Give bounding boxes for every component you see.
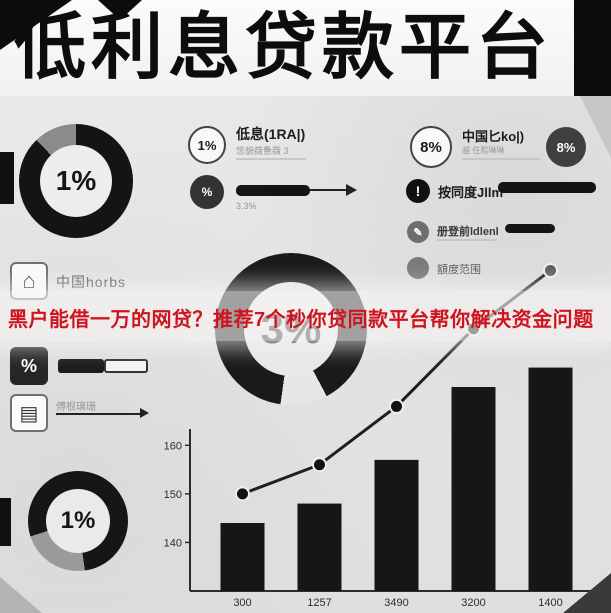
document-icon: ▤ <box>10 394 48 432</box>
x-tick-label: 3490 <box>384 597 408 609</box>
donut-bottom-left-value: 1% <box>46 489 110 553</box>
donut-chart-bottom-left: 1% <box>28 471 128 571</box>
exclamation-icon: ! <box>406 179 430 203</box>
right-list-item-2-label: 册登前ldlenl <box>437 226 499 238</box>
low-interest-badge: 1% <box>188 126 226 164</box>
line-marker <box>389 398 404 414</box>
low-interest-subtext: 恁貌薇惫薇 3 <box>236 146 289 156</box>
right-list-item-2-underline <box>437 239 497 241</box>
percent-square-badge: % <box>10 347 48 385</box>
x-tick-label: 1257 <box>307 597 331 609</box>
bar <box>374 459 419 591</box>
line-marker <box>543 262 558 278</box>
bar <box>297 503 342 591</box>
left-edge-block-upper <box>0 152 14 204</box>
x-tick-label: 1400 <box>538 597 562 609</box>
arrow-right-icon <box>346 184 357 196</box>
cn-badge-dark: 8% <box>546 127 586 167</box>
china-horbs-label: 中国horbs <box>56 274 127 290</box>
page-title: 低利息贷款平台 <box>14 8 554 88</box>
doc-arrow-icon <box>140 408 149 418</box>
line-marker <box>235 486 250 502</box>
left-edge-block-lower <box>0 498 11 546</box>
line-marker <box>312 457 327 473</box>
bar <box>528 367 573 591</box>
right-list-item-2-bar <box>505 224 555 233</box>
right-list-item-3-label: 額度范围 <box>437 264 481 276</box>
donut-chart-top-left: 1% <box>19 124 133 238</box>
y-tick-label: 150 <box>164 489 182 501</box>
slider-dark-segment <box>58 359 104 373</box>
cn-subtext: 越 任熙琳琳 <box>462 146 505 155</box>
doc-label: 傅根璃珊 <box>56 402 96 413</box>
corner-triangle-bottom-right <box>563 573 611 613</box>
right-list-item-1-bar <box>498 182 596 193</box>
low-interest-underline <box>236 158 306 160</box>
cn-label: 中国匕ko|) <box>462 129 525 144</box>
right-black-band <box>574 0 611 96</box>
headline-text: 黑户能借一万的网贷？推荐7个秒你贷同款平台帮你解决资金问题 <box>8 309 594 331</box>
title-banner: 低利息贷款平台 <box>0 0 611 96</box>
cn-underline <box>462 158 540 160</box>
doc-arrow-shaft <box>56 413 140 415</box>
x-tick-label: 300 <box>233 597 251 609</box>
arrow-shaft <box>310 189 346 191</box>
donut-top-left-value: 1% <box>40 145 112 217</box>
y-tick-label: 160 <box>164 440 182 452</box>
y-tick-label: 140 <box>164 537 182 549</box>
slider-light-segment <box>104 359 148 373</box>
right-list-item-1-label: 按同度Jllm <box>438 185 504 200</box>
progress-bar <box>236 185 310 196</box>
cn-badge: 8% <box>410 126 452 168</box>
dot-icon <box>407 257 429 279</box>
bar <box>220 523 265 591</box>
x-tick-label: 3200 <box>461 597 485 609</box>
percent-badge-dark: % <box>190 175 224 209</box>
corner-triangle-bottom-left <box>0 577 42 613</box>
bar <box>451 387 496 591</box>
low-interest-label: 低息(1RA|) <box>236 126 306 142</box>
low-interest-note: 3.3% <box>236 201 257 211</box>
pencil-icon: ✎ <box>407 221 429 243</box>
